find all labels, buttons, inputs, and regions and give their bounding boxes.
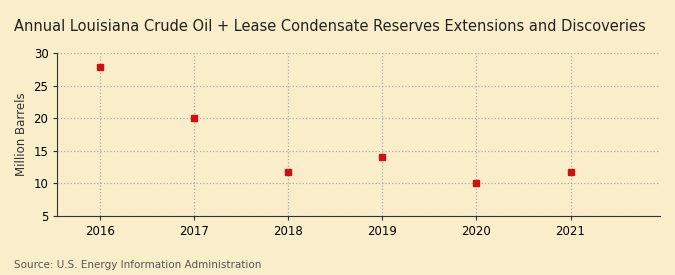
Text: Annual Louisiana Crude Oil + Lease Condensate Reserves Extensions and Discoverie: Annual Louisiana Crude Oil + Lease Conde… — [14, 19, 645, 34]
Text: Source: U.S. Energy Information Administration: Source: U.S. Energy Information Administ… — [14, 260, 261, 270]
Y-axis label: Million Barrels: Million Barrels — [15, 93, 28, 176]
